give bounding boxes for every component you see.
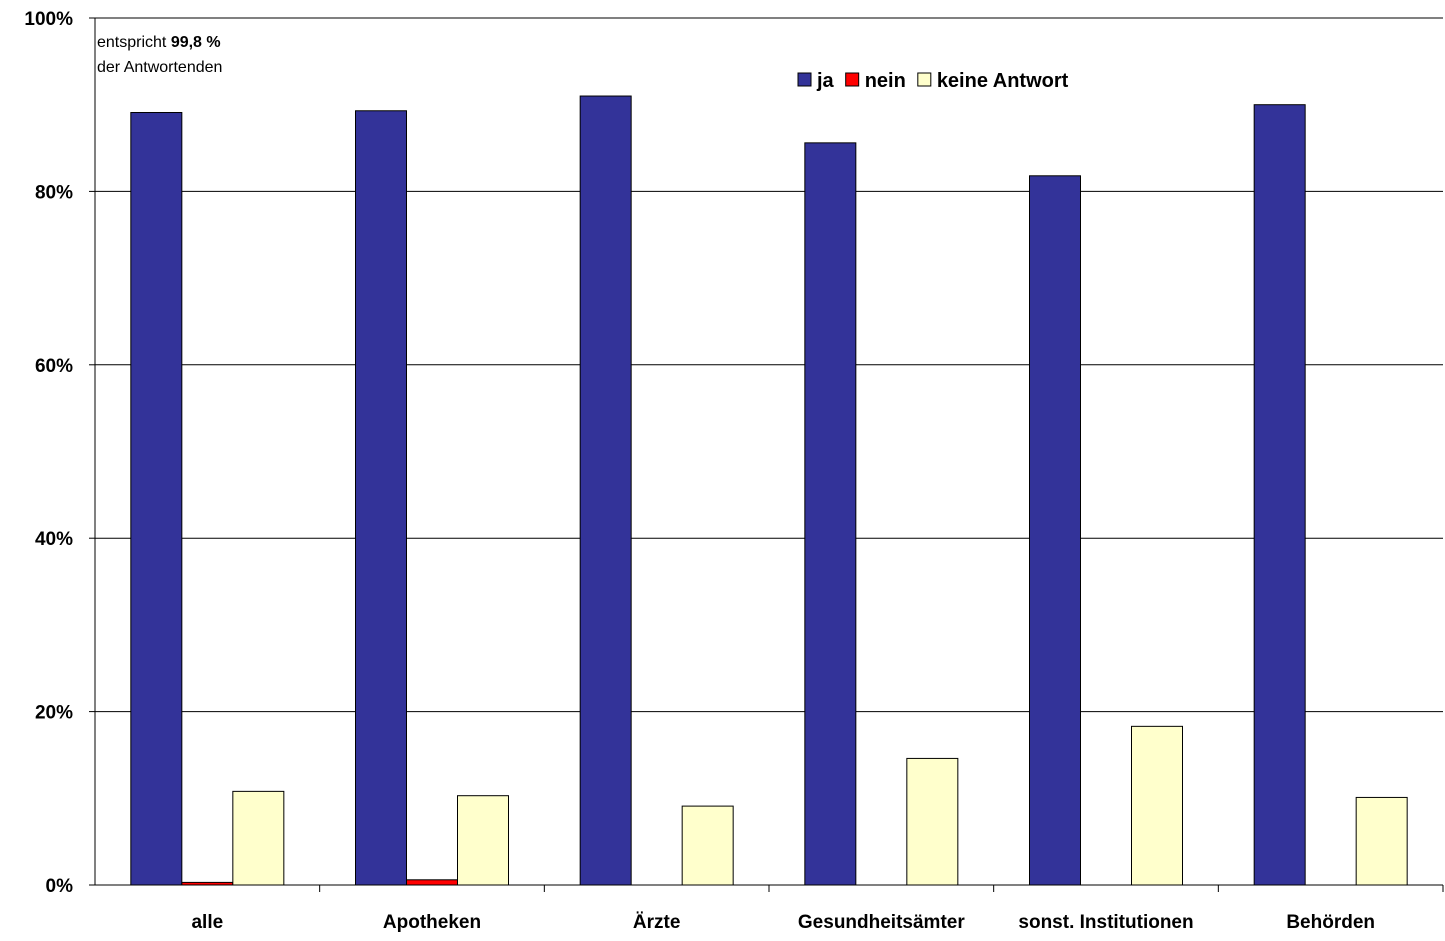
bar-keine-antwort-sonst-institutionen [1131, 725, 1183, 886]
bar-keine-antwort--rzte [681, 805, 734, 886]
bar-keine-antwort-alle [232, 790, 285, 886]
legend-label-ja: ja [816, 70, 835, 92]
bar-ja-gesundheits-mter [804, 142, 857, 886]
bar-ja-alle [130, 112, 183, 886]
x-category-label: Ärzte [633, 912, 681, 933]
bars [130, 95, 1408, 886]
bar-keine-antwort-gesundheits-mter [906, 757, 959, 886]
y-tick-label: 20% [35, 703, 73, 724]
legend-swatch-nein [845, 72, 860, 87]
y-tick-label: 0% [46, 876, 74, 897]
y-tick-label: 80% [35, 182, 73, 203]
bar-nein-apotheken [406, 879, 458, 886]
annotation-line-1: entspricht 99,8 % [97, 34, 221, 51]
x-category-label: Apotheken [383, 912, 481, 933]
annotation-line-2: der Antwortenden [97, 59, 222, 76]
y-tick-label: 100% [24, 9, 73, 30]
y-tick-label: 40% [35, 529, 73, 550]
x-category-label: Behörden [1286, 912, 1375, 933]
annotation-value: 99,8 % [171, 34, 221, 51]
legend-swatch-keine-antwort [917, 72, 932, 87]
bar-keine-antwort-apotheken [457, 795, 509, 886]
annotation-prefix: entspricht [97, 34, 171, 51]
bar-ja-beh-rden [1253, 104, 1306, 886]
legend: ja nein keine Antwort [797, 70, 1069, 92]
axis-labels: 0% 20% 40% 60% 80% 100% alle Apotheken Ärzte Gesu… [24, 9, 1375, 933]
x-category-label: sonst. Institutionen [1018, 912, 1193, 933]
legend-label-keine-antwort: keine Antwort [937, 70, 1069, 92]
bar-ja-sonst-institutionen [1029, 175, 1081, 886]
x-category-label: Gesundheitsämter [798, 912, 965, 933]
y-tick-label: 60% [35, 356, 73, 377]
axes [89, 17, 1444, 892]
legend-swatch-ja [797, 72, 812, 87]
legend-label-nein: nein [865, 70, 906, 92]
bar-ja-apotheken [355, 110, 407, 886]
gridlines [95, 17, 1443, 713]
bar-ja--rzte [579, 95, 632, 886]
x-category-label: alle [191, 912, 223, 933]
bar-keine-antwort-beh-rden [1355, 796, 1408, 886]
